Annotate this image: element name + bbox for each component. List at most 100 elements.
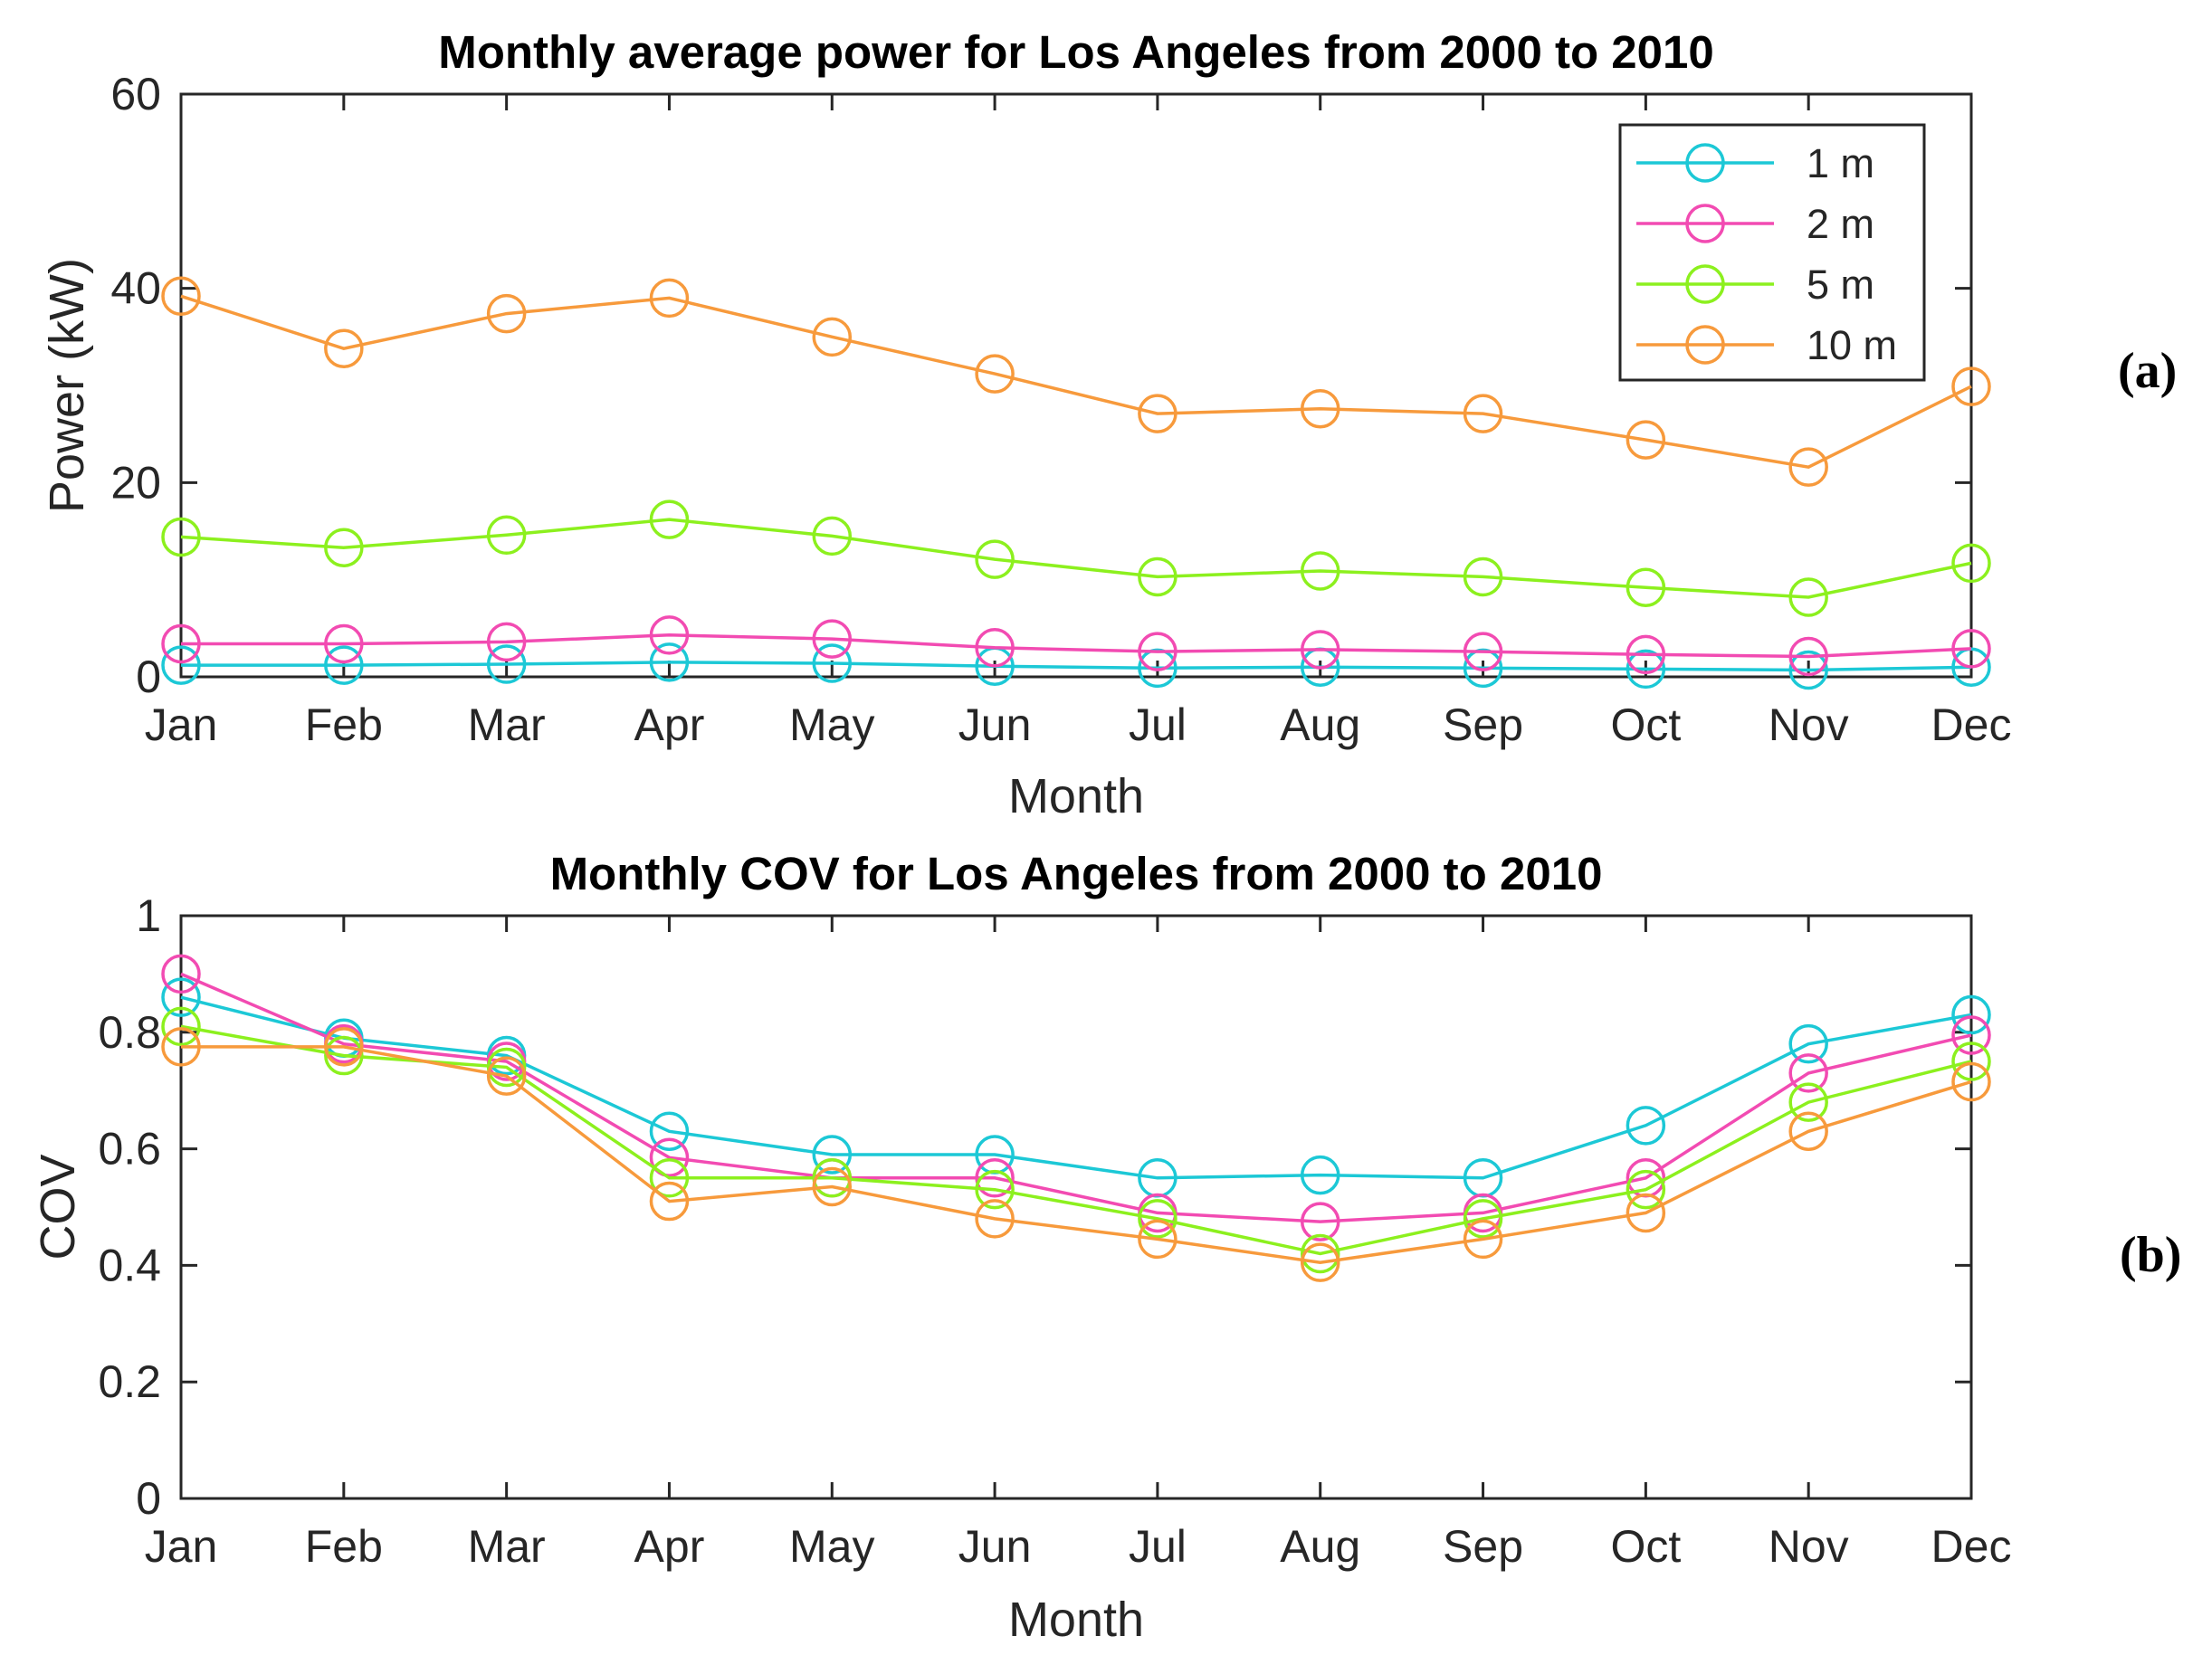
series-group-a bbox=[161, 276, 1991, 690]
data-point bbox=[1951, 994, 1991, 1035]
chart-title-a: Monthly average power for Los Angeles fr… bbox=[438, 26, 1714, 78]
data-point bbox=[812, 643, 853, 683]
data-point bbox=[324, 528, 364, 567]
legend-marker bbox=[1685, 143, 1725, 183]
x-tick-label: Sep bbox=[1443, 1521, 1523, 1572]
x-axis-label-b: Month bbox=[1008, 1593, 1144, 1647]
series-line bbox=[180, 294, 1972, 470]
data-point bbox=[486, 622, 527, 662]
data-point bbox=[649, 278, 690, 319]
x-tick-label: Jun bbox=[958, 699, 1032, 750]
x-tick-label: Aug bbox=[1280, 699, 1360, 750]
legend-marker bbox=[1685, 264, 1725, 304]
series-line bbox=[181, 661, 1972, 672]
data-point bbox=[161, 1027, 201, 1067]
data-point bbox=[1626, 1193, 1666, 1233]
series-line bbox=[180, 1024, 1972, 1256]
x-tick-label: Oct bbox=[1610, 1521, 1681, 1572]
series-line bbox=[180, 972, 1972, 1223]
data-point bbox=[1951, 1015, 1991, 1055]
data-point bbox=[1788, 636, 1828, 677]
data-point bbox=[812, 1135, 853, 1175]
y-tick-label: 1 bbox=[136, 890, 161, 941]
data-point bbox=[649, 642, 690, 682]
y-tick-group-b: 0 0.2 0.4 0.6 0.8 1 bbox=[98, 890, 1971, 1524]
legend-entry-label: 1 m bbox=[1807, 140, 1874, 186]
data-point bbox=[649, 1181, 690, 1222]
x-tick-label: Apr bbox=[634, 699, 705, 750]
x-tick-label: Jun bbox=[958, 1521, 1032, 1572]
data-point bbox=[486, 515, 527, 556]
x-tick-label: Mar bbox=[468, 1521, 546, 1572]
data-point bbox=[649, 1137, 690, 1178]
y-tick-label: 40 bbox=[110, 263, 161, 314]
data-point bbox=[161, 645, 201, 685]
data-point bbox=[975, 628, 1015, 668]
data-point bbox=[649, 499, 690, 539]
data-point bbox=[649, 1111, 690, 1152]
data-point bbox=[1300, 389, 1340, 429]
data-point bbox=[1951, 1042, 1991, 1081]
y-tick-label: 60 bbox=[110, 69, 161, 119]
data-point bbox=[1463, 394, 1503, 433]
data-point bbox=[812, 1166, 853, 1207]
data-point bbox=[1138, 394, 1178, 433]
series-line bbox=[181, 1045, 1972, 1264]
data-point bbox=[161, 517, 201, 557]
data-point bbox=[812, 317, 853, 357]
chart-panel-a: Monthly average power for Los Angeles fr… bbox=[40, 26, 2177, 823]
data-point bbox=[161, 977, 201, 1017]
x-tick-label: Jul bbox=[1129, 699, 1187, 750]
data-point bbox=[161, 954, 201, 994]
y-tick-label: 20 bbox=[110, 457, 161, 508]
data-point bbox=[324, 645, 364, 685]
legend-marker bbox=[1685, 204, 1725, 243]
panel-label-b: (b) bbox=[2120, 1227, 2181, 1283]
data-point bbox=[1626, 634, 1666, 675]
panel-label-a: (a) bbox=[2118, 343, 2177, 399]
data-point bbox=[812, 516, 853, 556]
legend-entry-label: 10 m bbox=[1807, 322, 1897, 368]
data-point bbox=[161, 276, 201, 317]
x-tick-label: Oct bbox=[1610, 699, 1681, 750]
y-tick-label: 0.6 bbox=[98, 1124, 161, 1175]
y-tick-label: 0 bbox=[136, 652, 161, 702]
y-axis-label-a: Power (kW) bbox=[40, 258, 94, 513]
legend-entry-label: 5 m bbox=[1807, 262, 1874, 308]
data-point bbox=[1138, 648, 1178, 689]
data-point bbox=[649, 615, 690, 655]
data-point bbox=[1626, 1169, 1666, 1210]
data-point bbox=[486, 293, 527, 334]
chart-panel-b: Monthly COV for Los Angeles from 2000 to… bbox=[31, 848, 2181, 1647]
data-point bbox=[1788, 650, 1828, 690]
data-point bbox=[161, 1006, 201, 1047]
x-tick-group-a: Jan Feb Mar Apr May Jun Jul Aug Sep Oct Nov Dec bbox=[145, 94, 2012, 750]
data-point bbox=[161, 623, 201, 664]
data-point bbox=[975, 1158, 1015, 1198]
data-point bbox=[1626, 1106, 1666, 1146]
data-point bbox=[324, 328, 364, 368]
legend-marker bbox=[1685, 325, 1725, 365]
data-point bbox=[1138, 632, 1178, 671]
data-point bbox=[1138, 1219, 1178, 1260]
y-tick-group-a: 0 20 40 60 bbox=[110, 69, 1971, 702]
data-point bbox=[1951, 629, 1991, 669]
x-tick-label: Apr bbox=[634, 1521, 705, 1572]
x-tick-label: Aug bbox=[1280, 1521, 1360, 1572]
x-tick-label: Mar bbox=[468, 699, 546, 750]
plot-area-a bbox=[179, 92, 1973, 679]
data-point bbox=[324, 623, 364, 664]
data-point bbox=[1138, 1199, 1178, 1239]
series-line bbox=[180, 995, 1972, 1180]
data-point bbox=[1300, 551, 1340, 591]
data-point bbox=[486, 1056, 527, 1096]
legend-box bbox=[1618, 123, 1926, 382]
y-tick-label: 0.4 bbox=[98, 1240, 161, 1290]
data-point bbox=[1463, 632, 1503, 671]
x-tick-label: Jan bbox=[145, 1521, 218, 1572]
plot-area-b bbox=[179, 914, 1973, 1500]
x-tick-label: Dec bbox=[1931, 699, 2012, 750]
data-point bbox=[1788, 1023, 1828, 1064]
data-point bbox=[1138, 556, 1178, 597]
